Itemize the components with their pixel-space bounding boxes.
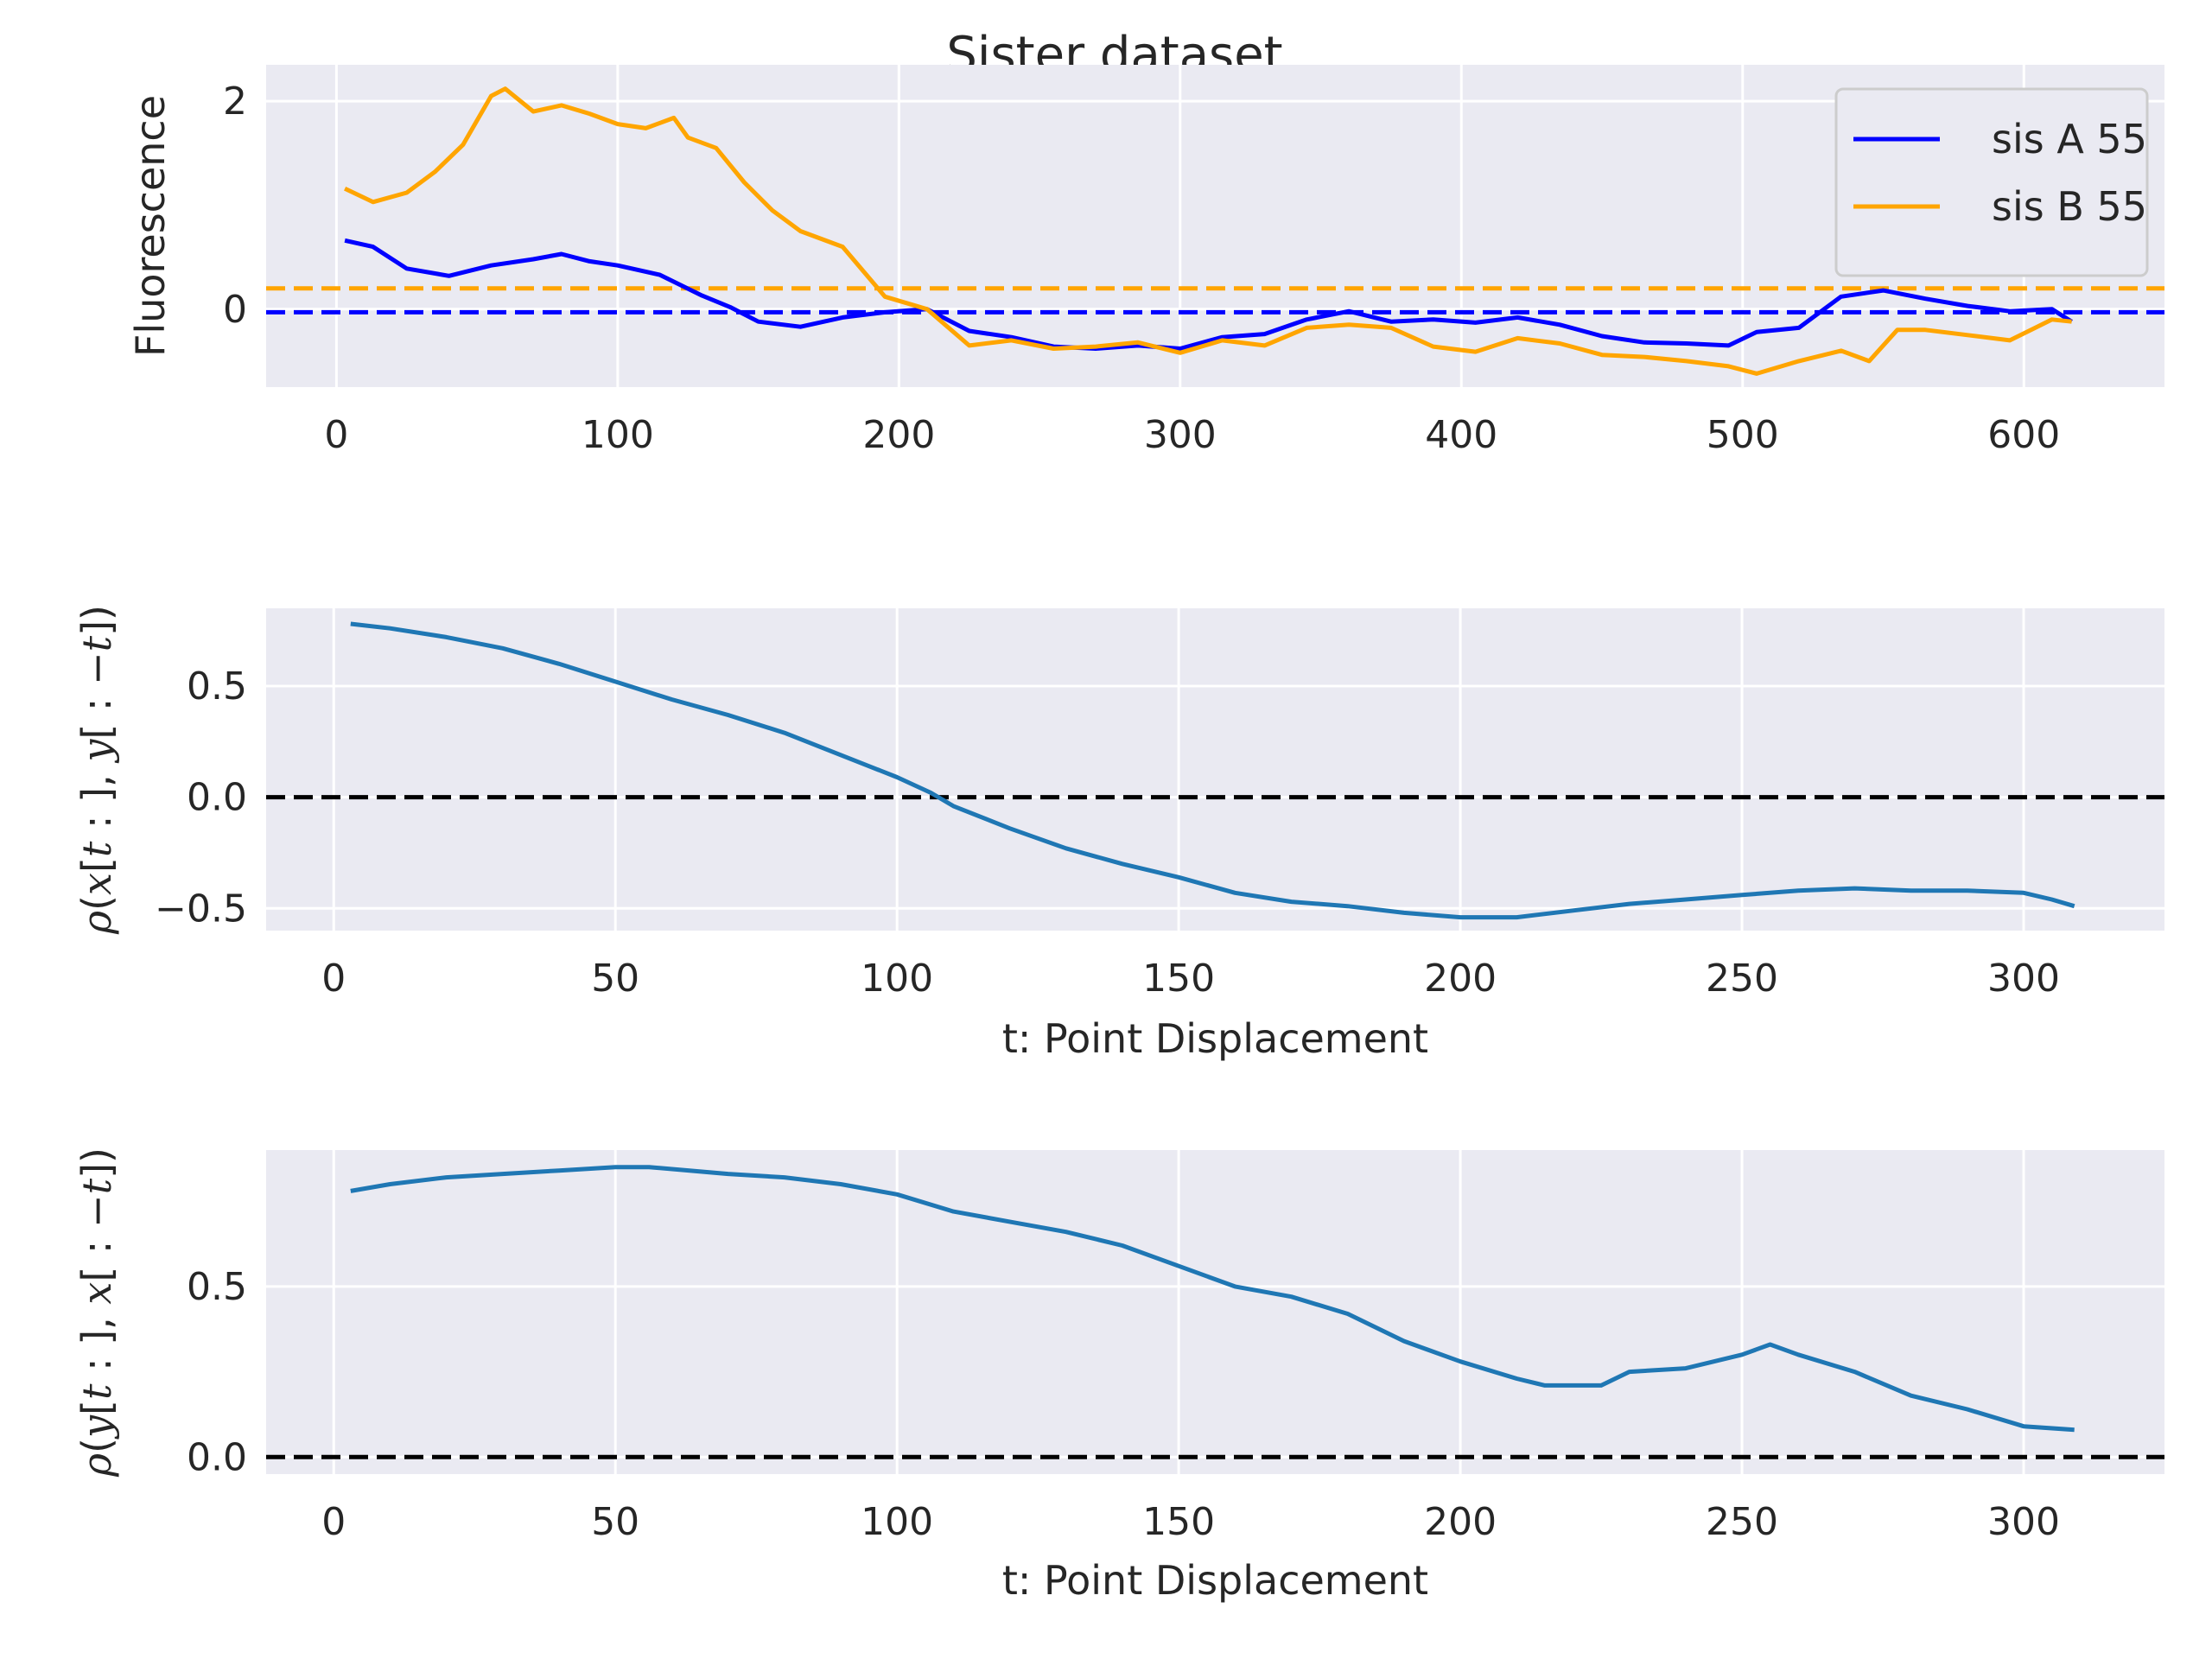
x-tick-label: 200 [1424,957,1497,1001]
x-tick-label: 100 [861,1500,933,1544]
legend-box [1834,87,2149,277]
x-tick-label: 250 [1706,957,1778,1001]
y-tick-label: 0.0 [187,776,247,820]
x-tick-label: 150 [1142,1500,1215,1544]
x-tick-label: 400 [1425,413,1497,457]
panel-cross-correlation-xy: 0 50 100 150 200 250 300 −0.5 0.0 0.5 ρ(x[t : ], y… [73,605,2164,1062]
x-tick-label: 300 [1987,957,2060,1001]
x-tick-label: 100 [861,957,933,1001]
x-tick-label: 0 [321,1500,346,1544]
x-tick-label: 200 [1424,1500,1497,1544]
plot-area [266,1150,2164,1474]
legend: sis A 55 sis B 55 [1834,87,2149,277]
y-axis-label: Fluorescence [127,95,174,357]
series-line [344,238,2073,351]
legend-label: sis A 55 [1992,116,2147,162]
y-tick-label: −0.5 [155,887,247,931]
plot-area [266,608,2164,931]
series-line [350,621,2075,920]
y-tick-label: 0.5 [187,664,247,709]
x-tick-label: 250 [1706,1500,1778,1544]
x-tick-label: 50 [591,957,639,1001]
series-line [344,86,2072,376]
y-tick-label: 0.5 [187,1265,247,1309]
x-tick-label: 0 [321,957,346,1001]
series-line [350,1165,2075,1433]
y-tick-label: 2 [223,79,247,124]
y-tick-label: 0 [223,288,247,332]
x-tick-label: 600 [1987,413,2060,457]
x-tick-label: 200 [862,413,935,457]
x-axis-label: t: Point Displacement [1002,1557,1428,1604]
x-tick-label: 300 [1987,1500,2060,1544]
x-tick-label: 50 [591,1500,639,1544]
y-axis-label: ρ(y[t : ], x[ : −t]) [73,1147,120,1478]
x-tick-label: 100 [582,413,654,457]
legend-label: sis B 55 [1992,183,2147,230]
x-axis-label: t: Point Displacement [1002,1015,1428,1062]
x-tick-label: 300 [1144,413,1217,457]
x-tick-label: 500 [1707,413,1779,457]
x-tick-label: 150 [1142,957,1215,1001]
y-axis-label: ρ(x[t : ], y[ : −t]) [73,605,120,935]
x-tick-label: 0 [324,413,348,457]
panel-cross-correlation-yx: 0 50 100 150 200 250 300 0.0 0.5 ρ(y[t : ], x[ : … [73,1147,2164,1604]
y-tick-label: 0.0 [187,1435,247,1479]
panel-fluorescence: 0 100 200 300 400 500 600 0 2 Fluorescence sis A 5… [127,65,2164,457]
